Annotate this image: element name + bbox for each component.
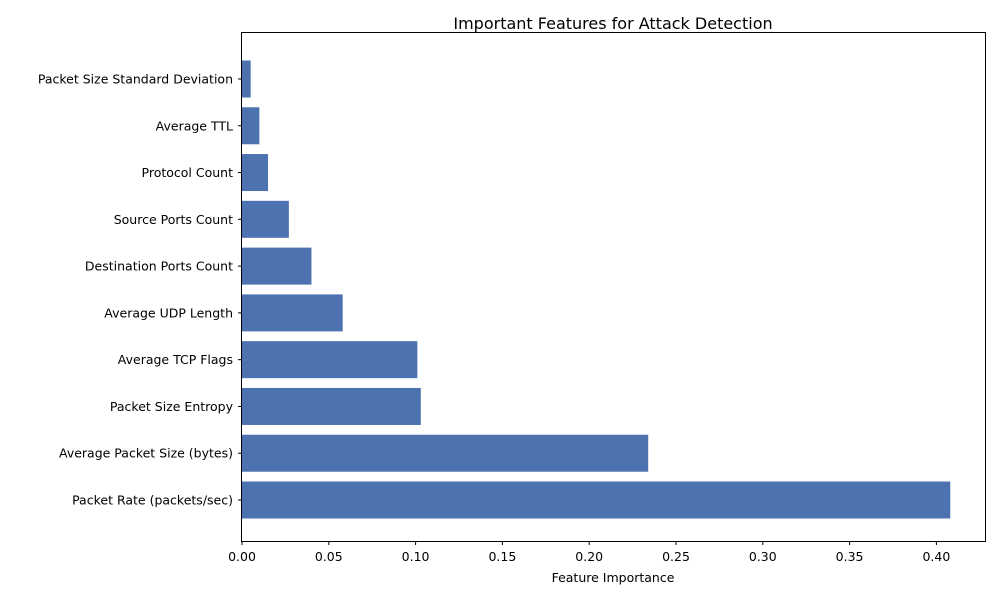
x-tick-label: 0.10 [402, 549, 430, 564]
bar-6 [242, 247, 312, 285]
x-tick-label: 0.20 [575, 549, 603, 564]
y-tick-label: Average TTL [156, 118, 233, 133]
x-tick-label: 0.15 [488, 549, 516, 564]
bar-3 [242, 387, 421, 425]
x-axis-label: Feature Importance [552, 570, 675, 585]
chart-title: Important Features for Attack Detection [453, 14, 772, 33]
y-tick-label: Source Ports Count [114, 212, 233, 227]
bar-7 [242, 200, 289, 238]
bar-2 [242, 434, 649, 472]
x-tick-label: 0.25 [662, 549, 690, 564]
plot-frame [241, 32, 986, 542]
x-tick-label: 0.05 [315, 549, 343, 564]
bar-8 [242, 154, 269, 192]
y-tick-label: Packet Rate (packets/sec) [72, 493, 233, 508]
y-tick-label: Packet Size Entropy [110, 399, 234, 414]
bar-1 [242, 481, 951, 519]
bar-9 [242, 107, 260, 145]
bar-5 [242, 294, 343, 332]
y-tick-label: Protocol Count [142, 165, 234, 180]
x-tick-label: 0.00 [228, 549, 256, 564]
x-tick-label: 0.40 [922, 549, 950, 564]
y-axis-ticks: Packet Rate (packets/sec) Average Packet … [38, 72, 242, 508]
y-tick-label: Average TCP Flags [118, 352, 233, 367]
x-tick-label: 0.35 [836, 549, 864, 564]
x-axis-ticks: 0.00 0.05 0.10 0.15 0.20 0.25 0.30 0.35 0.40 [228, 541, 950, 564]
y-tick-label: Destination Ports Count [85, 259, 233, 274]
y-tick-label: Packet Size Standard Deviation [38, 72, 233, 87]
y-tick-label: Average Packet Size (bytes) [59, 446, 233, 461]
bar-10 [242, 60, 251, 98]
y-tick-label: Average UDP Length [104, 305, 233, 320]
bar-4 [242, 341, 418, 379]
x-tick-label: 0.30 [749, 549, 777, 564]
bars-group [242, 60, 951, 519]
